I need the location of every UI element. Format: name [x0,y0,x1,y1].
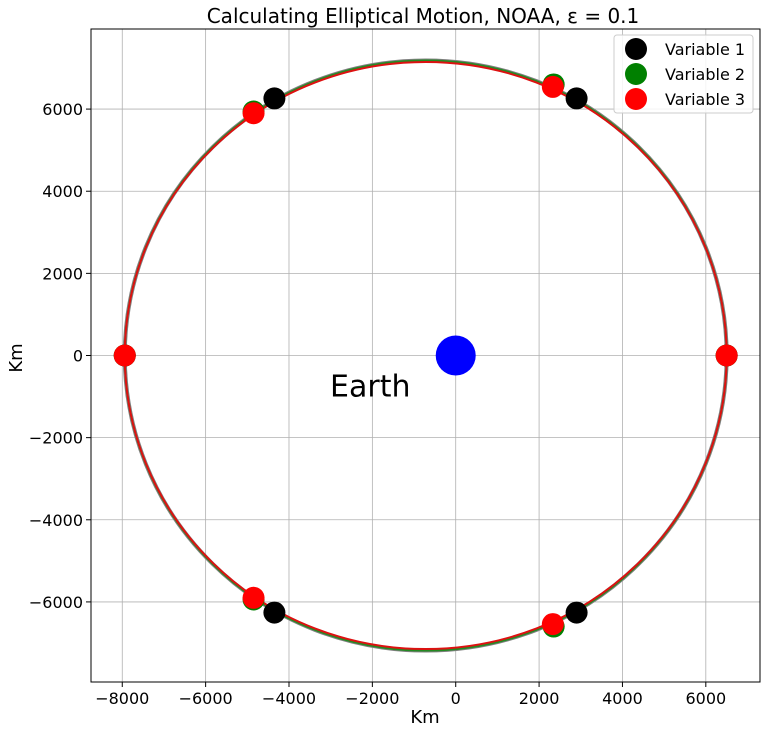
x-tick-label: −8000 [95,689,149,708]
data-point-series-3 [113,344,136,367]
y-axis-label: Km [6,343,27,372]
data-point-series-3 [541,613,564,636]
data-points [113,73,738,638]
data-point-series-1 [263,87,286,110]
x-tick-label: 0 [451,689,461,708]
y-tick-label: 0 [73,347,83,366]
y-axis-ticks: −6000 −4000 −2000 0 2000 4000 6000 [29,100,91,612]
x-tick-label: 4000 [602,689,643,708]
y-tick-label: −6000 [29,593,83,612]
y-tick-label: −4000 [29,511,83,530]
data-point-series-3 [242,586,265,609]
x-tick-label: −6000 [179,689,233,708]
x-tick-label: 2000 [519,689,560,708]
x-tick-label: −4000 [262,689,316,708]
data-point-series-3 [715,344,738,367]
chart-title: Calculating Elliptical Motion, NOAA, ε =… [207,4,640,28]
y-tick-label: 6000 [42,100,83,119]
y-tick-label: 4000 [42,182,83,201]
y-tick-label: 2000 [42,264,83,283]
y-tick-label: −2000 [29,429,83,448]
earth: Earth [330,335,476,404]
data-point-series-1 [565,87,588,110]
legend-label: Variable 2 [665,65,745,84]
legend-marker [625,63,647,85]
legend-marker [625,88,647,110]
legend-box [613,34,754,114]
earth-label: Earth [330,369,410,404]
x-axis-ticks: −8000 −6000 −4000 −2000 0 2000 4000 6000 [95,682,726,708]
x-tick-label: −2000 [345,689,399,708]
data-point-series-3 [242,102,265,125]
earth-marker [435,335,476,376]
legend-label: Variable 3 [665,90,745,109]
grid [91,29,760,682]
x-axis-label: Km [410,707,439,728]
data-point-series-1 [263,601,286,624]
legend-label: Variable 1 [665,40,745,59]
data-point-series-1 [565,601,588,624]
legend-marker [625,38,647,60]
legend: Variable 1 Variable 2 Variable 3 [613,34,754,114]
data-point-series-3 [541,75,564,98]
x-tick-label: 6000 [685,689,726,708]
